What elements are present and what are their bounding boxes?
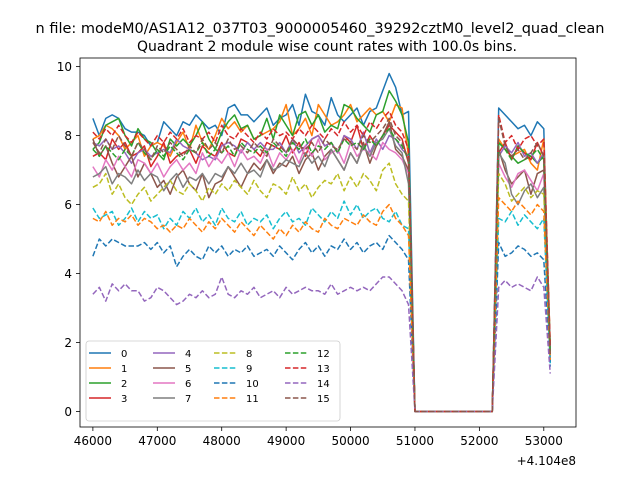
chart-title: Quadrant 2 module wise count rates with … xyxy=(137,39,517,55)
legend-label-6: 6 xyxy=(185,379,191,390)
legend-label-9: 9 xyxy=(246,364,252,375)
legend-label-14: 14 xyxy=(317,379,330,390)
legend-label-3: 3 xyxy=(121,394,127,405)
x-offset-label: +4.104e8 xyxy=(517,454,576,468)
legend-label-1: 1 xyxy=(121,364,127,375)
y-axis: 0 2 4 6 8 10 xyxy=(57,60,80,419)
x-tick-label: 48000 xyxy=(203,434,241,448)
legend-label-5: 5 xyxy=(185,364,191,375)
x-tick-label: 46000 xyxy=(74,434,112,448)
x-tick-label: 47000 xyxy=(138,434,176,448)
plot-frame xyxy=(79,57,577,428)
legend-label-4: 4 xyxy=(185,349,191,360)
legend-label-12: 12 xyxy=(317,349,330,360)
y-tick-label: 4 xyxy=(64,267,72,281)
legend-label-8: 8 xyxy=(246,349,252,360)
legend-label-0: 0 xyxy=(121,349,127,360)
series-layer xyxy=(92,72,551,413)
x-tick-label: 50000 xyxy=(331,434,369,448)
legend-label-10: 10 xyxy=(246,379,259,390)
x-axis: 46000 47000 48000 49000 50000 51000 52000 53000 xyxy=(74,427,563,448)
legend-label-11: 11 xyxy=(246,394,259,405)
y-tick-label: 6 xyxy=(64,198,72,212)
series-15-line xyxy=(92,117,551,413)
y-tick-label: 2 xyxy=(64,336,72,350)
series-10-line xyxy=(92,234,551,413)
series-13-line xyxy=(92,110,551,413)
x-tick-label: 51000 xyxy=(396,434,434,448)
legend-label-2: 2 xyxy=(121,379,127,390)
legend-label-13: 13 xyxy=(317,364,330,375)
legend-label-15: 15 xyxy=(317,394,330,405)
y-tick-label: 8 xyxy=(64,129,72,143)
x-tick-label: 53000 xyxy=(525,434,563,448)
x-tick-label: 52000 xyxy=(460,434,498,448)
y-tick-label: 0 xyxy=(64,405,72,419)
figure-suptitle: n file: modeM0/AS1A12_037T03_9000005460_… xyxy=(36,21,605,37)
legend-box xyxy=(85,340,341,422)
y-tick-label: 10 xyxy=(57,60,72,74)
legend-label-7: 7 xyxy=(185,394,191,405)
x-tick-label: 49000 xyxy=(267,434,305,448)
